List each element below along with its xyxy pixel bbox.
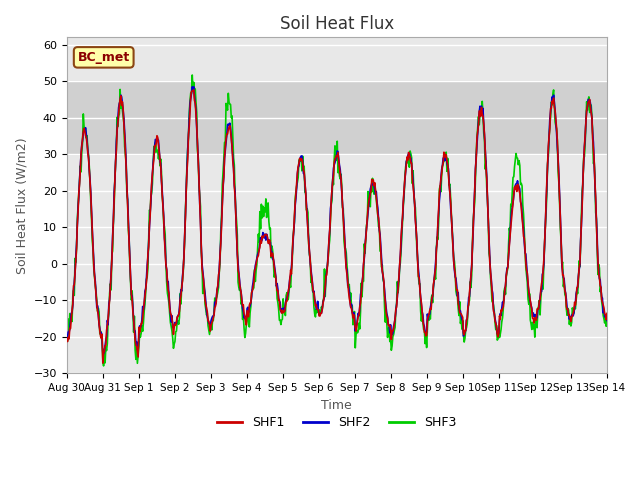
SHF3 <box>420 326 428 332</box>
SHF2 <box>129 304 137 310</box>
SHF2 <box>63 335 70 341</box>
SHF3 <box>404 160 412 166</box>
Bar <box>67 81 607 154</box>
SHF1 <box>190 87 198 93</box>
SHF1 <box>603 311 611 316</box>
Y-axis label: Soil Heat Flux (W/m2): Soil Heat Flux (W/m2) <box>15 137 28 274</box>
Line: SHF2: SHF2 <box>67 87 607 354</box>
SHF2 <box>603 318 611 324</box>
SHF2 <box>188 84 196 90</box>
SHF3 <box>603 314 611 320</box>
SHF3 <box>63 336 70 342</box>
SHF2 <box>420 321 428 327</box>
SHF2 <box>404 153 412 158</box>
SHF1 <box>420 322 428 328</box>
SHF2 <box>100 351 108 357</box>
SHF3 <box>213 293 221 299</box>
Title: Soil Heat Flux: Soil Heat Flux <box>280 15 394 33</box>
Legend: SHF1, SHF2, SHF3: SHF1, SHF2, SHF3 <box>212 411 461 434</box>
SHF2 <box>184 146 191 152</box>
SHF1 <box>73 246 81 252</box>
SHF3 <box>100 363 108 369</box>
SHF1 <box>99 360 107 366</box>
Text: BC_met: BC_met <box>77 51 130 64</box>
SHF3 <box>129 307 137 313</box>
SHF1 <box>213 287 221 293</box>
SHF2 <box>213 287 221 293</box>
SHF1 <box>63 336 70 342</box>
Line: SHF3: SHF3 <box>67 75 607 366</box>
SHF2 <box>73 242 81 248</box>
X-axis label: Time: Time <box>321 398 352 412</box>
Line: SHF1: SHF1 <box>67 90 607 363</box>
SHF1 <box>129 309 137 315</box>
SHF1 <box>184 156 191 162</box>
SHF1 <box>404 157 412 163</box>
SHF3 <box>184 146 191 152</box>
SHF3 <box>73 245 81 251</box>
SHF3 <box>188 72 196 78</box>
